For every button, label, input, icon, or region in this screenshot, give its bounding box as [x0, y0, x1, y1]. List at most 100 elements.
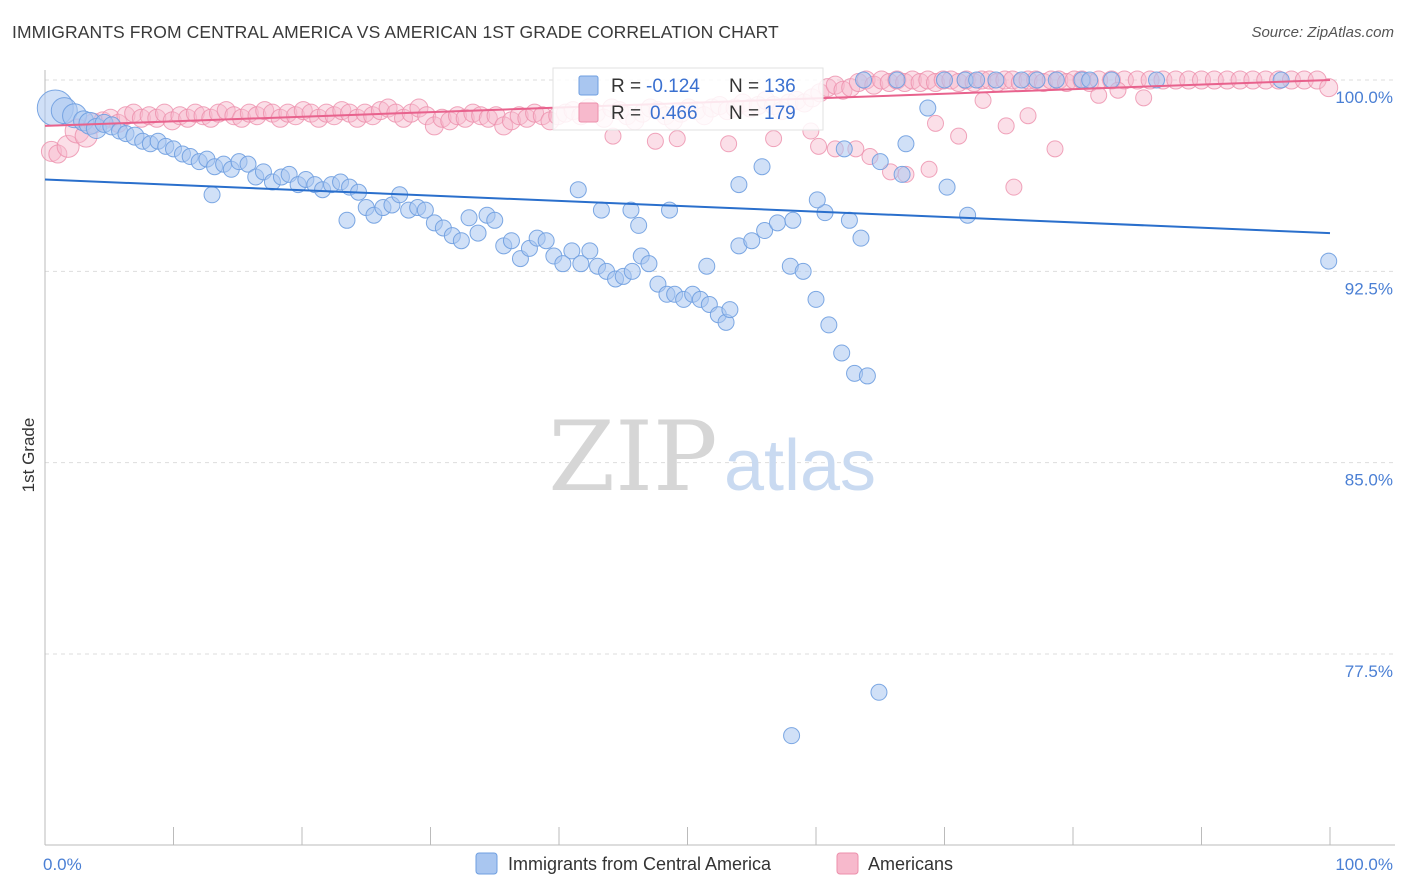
data-point-immigrants — [855, 71, 873, 89]
source-label: Source: ZipAtlas.com — [1251, 24, 1394, 41]
stat-n-value: 136 — [764, 76, 796, 97]
legend-label-immigrants: Immigrants from Central America — [508, 854, 772, 874]
stat-n-value: 179 — [764, 103, 796, 124]
data-point-americans — [765, 130, 783, 148]
data-point-americans — [833, 80, 853, 100]
watermark: ZIP atlas — [548, 401, 876, 513]
x-tick-labels: 0.0% 100.0% — [43, 855, 1393, 874]
data-point-immigrants — [888, 71, 906, 89]
data-point-americans — [486, 106, 506, 126]
x-tick-label: 100.0% — [1335, 855, 1393, 874]
data-point-immigrants — [537, 232, 555, 250]
data-point-immigrants — [807, 290, 825, 308]
data-point-americans — [370, 101, 390, 121]
data-point-immigrants — [502, 232, 520, 250]
data-point-immigrants — [756, 222, 774, 240]
axes — [44, 70, 1395, 846]
legend-label-americans: Americans — [868, 854, 953, 874]
data-point-immigrants — [784, 211, 802, 229]
stat-n-label: N = — [729, 76, 759, 97]
data-point-immigrants — [794, 262, 812, 280]
data-point-immigrants — [630, 216, 648, 234]
data-point-immigrants — [486, 211, 504, 229]
data-point-americans — [668, 130, 686, 148]
data-point-americans — [720, 135, 738, 153]
data-point-americans — [1046, 140, 1064, 158]
data-point-immigrants — [753, 158, 771, 176]
data-point-immigrants — [572, 255, 590, 273]
data-point-americans — [316, 103, 336, 123]
data-point-immigrants — [820, 316, 838, 334]
data-point-immigrants — [554, 255, 572, 273]
data-point-americans — [424, 116, 444, 136]
data-point-immigrants — [743, 232, 761, 250]
data-point-immigrants — [968, 71, 986, 89]
data-point-immigrants — [1013, 71, 1031, 89]
data-point-immigrants — [1272, 71, 1290, 89]
data-point-americans — [910, 73, 930, 93]
bottom-legend: Immigrants from Central America American… — [475, 852, 953, 875]
data-point-immigrants — [936, 71, 953, 89]
data-point-immigrants — [452, 232, 470, 250]
watermark-atlas: atlas — [724, 426, 876, 506]
y-tick-label: 85.0% — [1345, 471, 1393, 490]
data-point-immigrants — [852, 229, 870, 247]
stat-r-value: -0.124 — [646, 76, 700, 97]
data-point-immigrants — [870, 683, 888, 701]
data-point-americans — [139, 106, 159, 126]
data-point-americans — [997, 117, 1015, 135]
data-point-immigrants — [840, 211, 858, 229]
data-point-immigrants — [858, 367, 876, 385]
y-axis-label: 1st Grade — [19, 418, 38, 493]
data-point-immigrants — [1148, 71, 1166, 89]
data-point-americans — [1019, 107, 1037, 125]
data-point-immigrants — [897, 135, 915, 153]
data-point-immigrants — [581, 242, 599, 260]
data-point-americans — [920, 160, 938, 178]
data-point-americans — [40, 140, 62, 162]
data-point-immigrants — [469, 224, 487, 242]
data-point-americans — [293, 101, 313, 121]
data-point-immigrants — [1320, 252, 1338, 270]
data-point-americans — [56, 134, 80, 158]
y-tick-label: 92.5% — [1345, 279, 1393, 298]
data-point-americans — [1135, 89, 1153, 107]
data-point-immigrants — [1081, 71, 1099, 89]
data-point-americans — [509, 106, 529, 126]
data-point-immigrants — [623, 262, 641, 280]
data-point-americans — [208, 103, 228, 123]
data-point-immigrants — [569, 181, 587, 199]
data-point-immigrants — [871, 153, 889, 171]
data-point-immigrants — [959, 206, 977, 224]
data-point-americans — [810, 137, 828, 155]
data-point-immigrants — [698, 257, 716, 275]
data-point-immigrants — [460, 209, 478, 227]
data-point-americans — [604, 127, 622, 145]
legend-swatch-americans — [836, 852, 859, 875]
data-point-americans — [48, 144, 68, 164]
data-point-immigrants — [1047, 71, 1065, 89]
legend-swatch-immigrants — [475, 852, 498, 875]
stat-swatch-americans — [578, 102, 599, 123]
series-immigrants — [36, 71, 1338, 745]
y-tick-label: 100.0% — [1335, 88, 1393, 107]
data-point-immigrants — [338, 211, 356, 229]
data-point-americans — [432, 108, 452, 128]
data-point-americans — [974, 91, 992, 109]
data-point-immigrants — [730, 176, 748, 194]
data-point-americans — [1090, 86, 1108, 104]
data-point-immigrants — [622, 201, 640, 219]
data-point-americans — [463, 103, 483, 123]
data-point-immigrants — [721, 301, 739, 319]
data-point-immigrants — [592, 201, 610, 219]
data-point-immigrants — [203, 186, 221, 204]
data-point-immigrants — [783, 727, 801, 745]
data-point-immigrants — [1103, 71, 1121, 89]
stat-r-label: R = — [611, 103, 641, 124]
chart-title: IMMIGRANTS FROM CENTRAL AMERICA VS AMERI… — [12, 22, 779, 42]
data-point-immigrants — [768, 214, 786, 232]
data-point-immigrants — [640, 255, 658, 273]
data-point-americans — [1005, 178, 1023, 196]
data-point-immigrants — [938, 178, 956, 196]
